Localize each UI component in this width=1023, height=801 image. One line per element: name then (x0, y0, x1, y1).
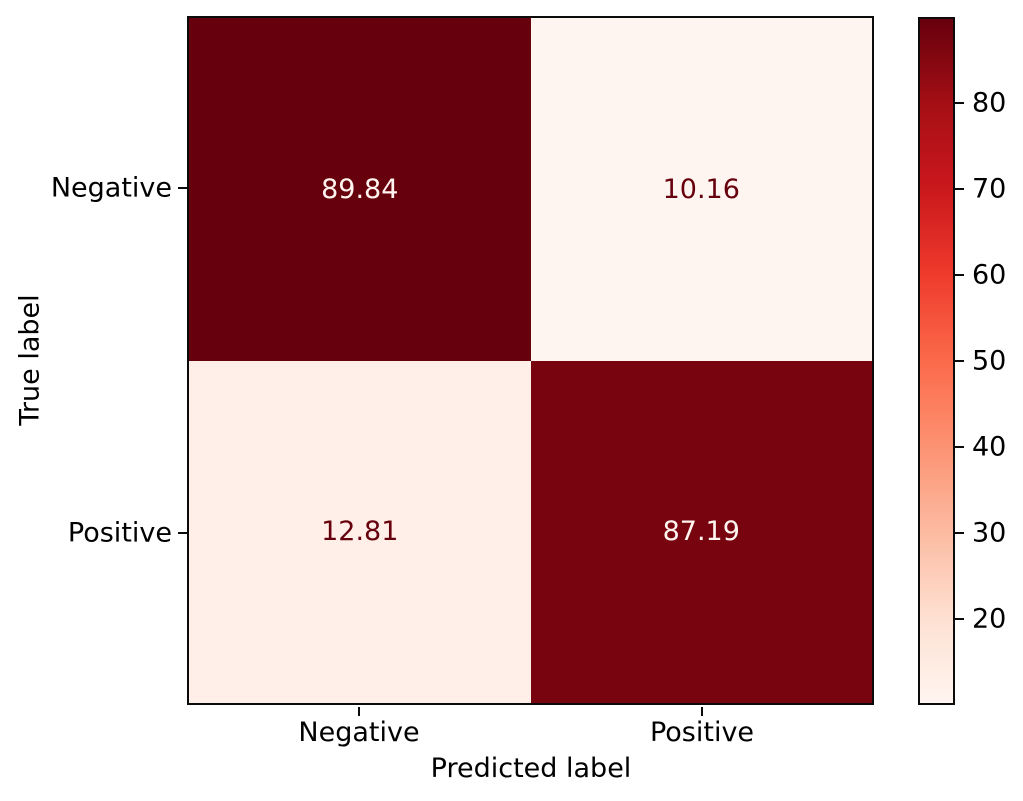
colorbar-tick-label: 40 (972, 431, 1007, 463)
heatmap-cell-r1c0: 12.81 (189, 360, 531, 703)
x-tick-mark (701, 707, 704, 716)
colorbar-tick-label: 70 (972, 173, 1007, 205)
y-tick-mark (178, 531, 187, 534)
cell-value: 10.16 (662, 173, 740, 205)
colorbar-tick-label: 80 (972, 87, 1007, 119)
heatmap-cell-r0c0: 89.84 (189, 18, 531, 361)
x-axis-title: Predicted label (430, 753, 632, 784)
y-axis-title: True label (14, 294, 46, 426)
colorbar-tick-label: 20 (972, 603, 1007, 635)
colorbar-tick-mark (955, 360, 964, 362)
colorbar-tick-mark (955, 531, 964, 534)
cell-value: 12.81 (321, 516, 399, 548)
y-tick-mark (178, 187, 187, 190)
colorbar (918, 17, 955, 705)
y-tick-label-positive: Positive (67, 517, 172, 549)
y-tick-label-negative: Negative (50, 172, 172, 204)
colorbar-tick-label: 30 (972, 517, 1007, 549)
colorbar-tick-mark (955, 445, 964, 448)
colorbar-tick-mark (955, 102, 964, 105)
colorbar-tick-mark (955, 617, 964, 620)
colorbar-tick-mark (955, 274, 964, 277)
colorbar-tick-label: 50 (972, 345, 1007, 377)
cell-value: 87.19 (662, 516, 740, 548)
colorbar-tick-mark (955, 188, 964, 191)
heatmap-cell-r1c1: 87.19 (530, 360, 872, 703)
heatmap-plot-area: 89.84 10.16 12.81 87.19 (187, 16, 874, 705)
colorbar-tick-label: 60 (972, 259, 1007, 291)
x-tick-mark (357, 707, 360, 716)
x-tick-label-positive: Positive (649, 717, 755, 748)
cell-value: 89.84 (321, 173, 399, 205)
x-tick-label-negative: Negative (298, 717, 420, 748)
heatmap-cell-r0c1: 10.16 (530, 18, 872, 361)
